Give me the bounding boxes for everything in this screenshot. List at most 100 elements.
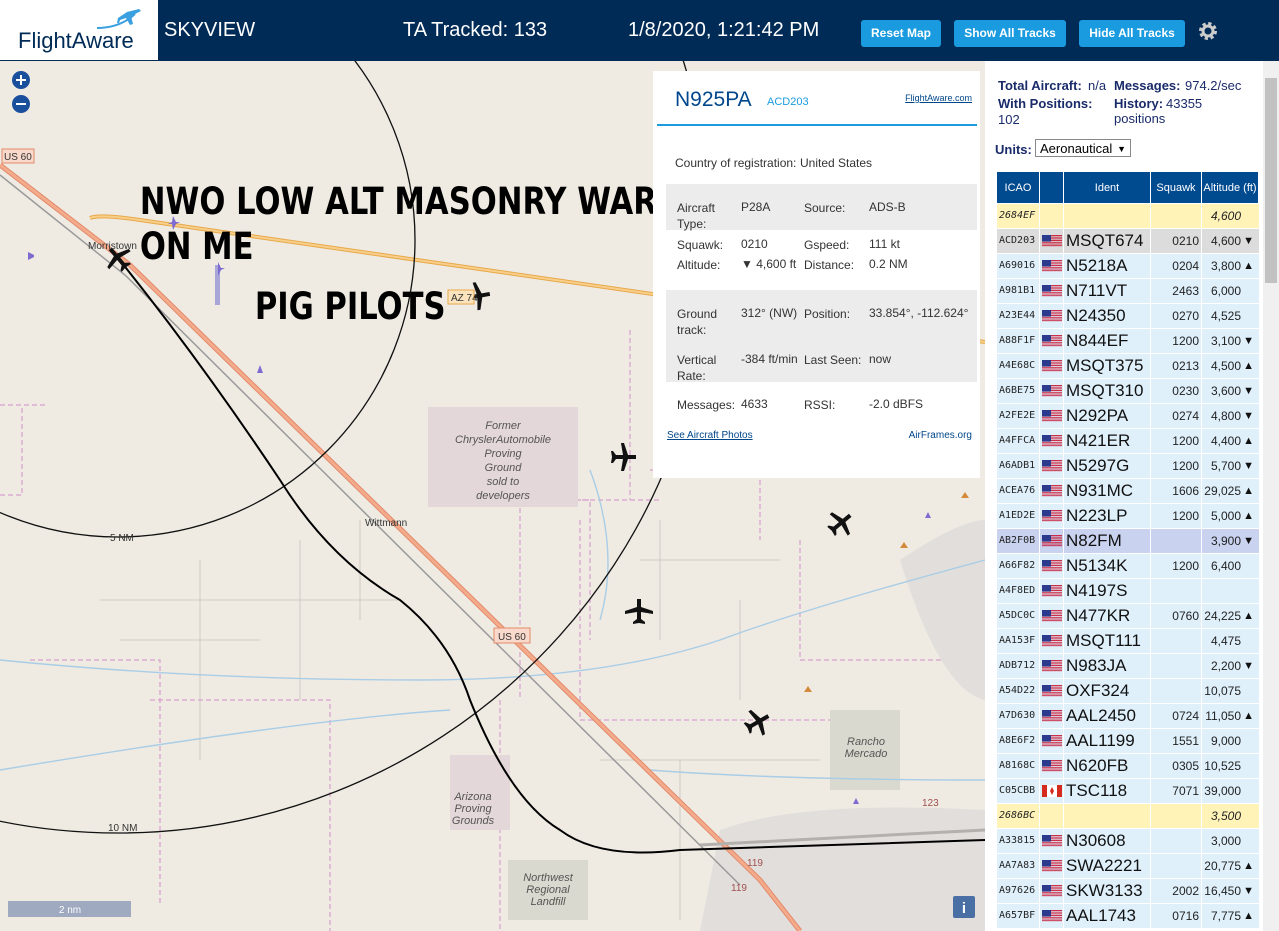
table-row[interactable]: A5DC0C N477KR 0760 24,225 ▲	[997, 604, 1259, 629]
table-row[interactable]: A69016 N5218A 0204 3,800 ▲	[997, 254, 1259, 279]
table-row[interactable]: A981B1 N711VT 2463 6,000	[997, 279, 1259, 304]
field-label: Vertical Rate:	[677, 353, 717, 383]
flag-stripe	[1042, 438, 1062, 440]
flag-stripe	[1042, 693, 1062, 695]
altitude: 24,225	[1204, 609, 1241, 623]
flag-stripe	[1042, 260, 1062, 261]
table-row[interactable]: A8E6F2 AAL1199 1551 9,000	[997, 729, 1259, 754]
table-row[interactable]: A23E44 N24350 0270 4,525	[997, 304, 1259, 329]
flag-stripe	[1042, 243, 1062, 245]
flag-stripe	[1042, 920, 1062, 922]
cell-border	[1150, 904, 1151, 928]
table-row[interactable]: A4FFCA N421ER 1200 4,400 ▲	[997, 429, 1259, 454]
field-value: -384 ft/min	[741, 352, 798, 366]
airframes-link[interactable]: AirFrames.org	[908, 430, 972, 441]
cell-border	[1150, 554, 1151, 578]
ident: N5297G	[1066, 456, 1130, 475]
table-row[interactable]: A6ADB1 N5297G 1200 5,700 ▼	[997, 454, 1259, 479]
squawk: 2463	[1172, 284, 1199, 298]
table-row[interactable]: A8168C N620FB 0305 10,525	[997, 754, 1259, 779]
table-row[interactable]: A4F8ED N4197S	[997, 579, 1259, 604]
flag-stripe	[1042, 538, 1062, 540]
place-label: Arizona	[453, 791, 491, 803]
table-row[interactable]: ACD203 MSQT674 0210 4,600 ▼	[997, 229, 1259, 254]
cell-border	[1150, 404, 1151, 428]
flag-stripe	[1042, 361, 1062, 363]
table-row[interactable]: A66F82 N5134K 1200 6,400	[997, 554, 1259, 579]
cell-border	[1201, 529, 1202, 553]
table-row[interactable]: A4E68C MSQT375 0213 4,500 ▲	[997, 354, 1259, 379]
flag-stripe	[1042, 418, 1062, 420]
show-tracks-button[interactable]: Show All Tracks	[954, 20, 1066, 47]
flag-stripe	[1042, 360, 1062, 361]
table-header: Squawk	[1151, 172, 1202, 203]
table-row[interactable]: C05CBB TSC118 7071 39,000	[997, 779, 1259, 804]
cell-border	[1063, 629, 1064, 653]
table-row[interactable]: A54D22 OXF324 10,075	[997, 679, 1259, 704]
table-row[interactable]: AA7A83 SWA2221 20,775 ▲	[997, 854, 1259, 879]
aircraft-icons[interactable]	[100, 240, 860, 741]
popup-hex: ACD203	[767, 96, 809, 108]
flag-stripe	[1042, 391, 1062, 393]
ident: N82FM	[1066, 531, 1122, 550]
stat-label: History:	[1114, 96, 1164, 111]
table-row[interactable]: A1ED2E N223LP 1200 5,000 ▲	[997, 504, 1259, 529]
units-select[interactable]: Aeronautical ▼	[1035, 139, 1131, 157]
flag-stripe	[1042, 916, 1062, 918]
photos-link[interactable]: See Aircraft Photos	[667, 430, 753, 441]
icao: A4FFCA	[999, 435, 1036, 446]
cell-border	[1039, 379, 1040, 403]
field-label: Aircraft Type:	[677, 201, 716, 231]
altitude: 7,775	[1210, 909, 1241, 923]
table-row[interactable]: ACEA76 N931MC 1606 29,025 ▲	[997, 479, 1259, 504]
table-row[interactable]: A2FE2E N292PA 0274 4,800 ▼	[997, 404, 1259, 429]
cell-border	[1063, 204, 1064, 228]
flag-stripe	[1042, 415, 1062, 416]
table-row[interactable]: A97626 SKW3133 2002 16,450 ▼	[997, 879, 1259, 904]
settings-icon[interactable]	[1197, 20, 1219, 42]
flag-stripe	[1042, 390, 1062, 391]
flag-stripe	[1042, 645, 1062, 647]
table-row[interactable]: 2684EF 4,600	[997, 204, 1259, 229]
flag-icon	[1042, 760, 1062, 772]
table-row[interactable]: A6BE75 MSQT310 0230 3,600 ▼	[997, 379, 1259, 404]
table-row[interactable]: AA153F MSQT111 4,475	[997, 629, 1259, 654]
ident: TSC118	[1066, 781, 1128, 800]
flag-stripe	[1042, 565, 1062, 566]
cell-border	[1039, 229, 1040, 253]
place-label: sold to	[487, 476, 519, 488]
popup-link[interactable]: FlightAware.com	[905, 93, 972, 103]
ident: N30608	[1066, 831, 1126, 850]
range-label: 5 NM	[110, 533, 134, 544]
table-row[interactable]: A88F1F N844EF 1200 3,100 ▼	[997, 329, 1259, 354]
hide-tracks-button[interactable]: Hide All Tracks	[1079, 20, 1185, 47]
flag-stripe	[1042, 835, 1062, 836]
place-label: Regional	[526, 884, 570, 896]
cell-border	[1039, 354, 1040, 378]
table-row[interactable]: 2686BC 3,500	[997, 804, 1259, 829]
flag-stripe	[1042, 838, 1062, 840]
table-row[interactable]: A33815 N30608 3,000	[997, 829, 1259, 854]
sidebar: Total Aircraft: n/a Messages: 974.2/sec …	[985, 61, 1279, 931]
cell-border	[1063, 304, 1064, 328]
table-row[interactable]: ADB712 N983JA 2,200 ▼	[997, 654, 1259, 679]
reset-map-button[interactable]: Reset Map	[861, 20, 941, 47]
altitude-trend: ▼	[1243, 535, 1254, 547]
icao: 2686BC	[999, 810, 1036, 821]
flag-stripe	[1042, 465, 1062, 466]
altitude: 39,000	[1204, 784, 1241, 798]
table-row[interactable]: A7D630 AAL2450 0724 11,050 ▲	[997, 704, 1259, 729]
flag-stripe	[1042, 585, 1062, 586]
flag-stripe	[1042, 686, 1062, 688]
place-label: ChryslerAutomobile	[455, 434, 551, 446]
table-row[interactable]: A657BF AAL1743 0716 7,775 ▲	[997, 904, 1259, 929]
flag-stripe	[1042, 393, 1062, 395]
logo[interactable]: FlightAware	[0, 0, 158, 60]
flag-stripe	[1042, 561, 1062, 563]
flag-stripe	[1042, 536, 1062, 538]
cell-border	[1150, 754, 1151, 778]
scrollbar[interactable]	[1263, 61, 1279, 931]
flag-stripe	[1042, 863, 1062, 865]
table-row[interactable]: AB2F0B N82FM 3,900 ▼	[997, 529, 1259, 554]
icao: A8E6F2	[999, 735, 1036, 746]
